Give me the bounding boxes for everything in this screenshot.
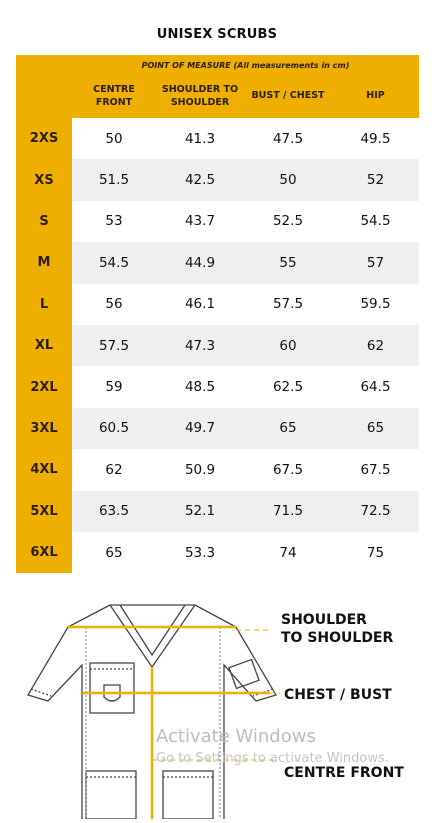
measurement-cell: 59.5 bbox=[360, 296, 391, 313]
size-label: XL bbox=[16, 324, 72, 367]
measurement-cell: 47.5 bbox=[272, 130, 304, 147]
measurement-cell: 50 bbox=[279, 172, 297, 189]
scrub-diagram: SHOULDER TO SHOULDER CHEST / BUST CENTRE… bbox=[0, 575, 448, 820]
measurement-cell: 65 bbox=[105, 544, 123, 561]
measurement-cell: 48.5 bbox=[184, 379, 216, 396]
table-row: L 56 46.1 57.5 59.5 bbox=[16, 283, 419, 325]
measurement-cell: 60 bbox=[279, 337, 297, 354]
measurement-cell: 57.5 bbox=[98, 337, 130, 354]
table-row: M 54.5 44.9 55 57 bbox=[16, 242, 419, 284]
chest-label: CHEST / BUST bbox=[284, 687, 392, 703]
table-row: 3XL 60.5 49.7 65 65 bbox=[16, 407, 419, 450]
measurement-cell: 47.3 bbox=[184, 337, 216, 354]
measurement-cell: 46.1 bbox=[184, 296, 216, 313]
measurement-cell: 52.1 bbox=[184, 503, 216, 520]
table-header: POINT OF MEASURE (All measurements in cm… bbox=[16, 55, 419, 118]
measurement-cell: 51.5 bbox=[98, 172, 130, 189]
size-label: 2XL bbox=[16, 366, 72, 408]
scrub-top-illustration bbox=[27, 604, 280, 820]
table-row: XS 51.5 42.5 50 52 bbox=[16, 159, 419, 201]
measurement-cell: 44.9 bbox=[184, 254, 216, 271]
badge-icon bbox=[103, 684, 121, 702]
shoulder-label: SHOULDER TO SHOULDER bbox=[281, 612, 394, 646]
measurement-cell: 54.5 bbox=[98, 254, 130, 271]
col-header-bust-chest: BUST / CHEST bbox=[251, 90, 325, 101]
col-header-hip: HIP bbox=[366, 90, 385, 101]
measurement-cell: 52 bbox=[366, 172, 385, 189]
scrub-left-side bbox=[27, 604, 111, 819]
table-row: XL 57.5 47.3 60 62 bbox=[16, 324, 419, 367]
size-label: S bbox=[16, 200, 72, 243]
measurement-cell: 50 bbox=[105, 130, 123, 147]
measurement-cell: 75 bbox=[366, 544, 385, 561]
table-row: 5XL 63.5 52.1 71.5 72.5 bbox=[16, 490, 419, 532]
size-label: 4XL bbox=[16, 449, 72, 491]
table-row: 2XS 50 41.3 47.5 49.5 bbox=[16, 118, 419, 160]
table-body: 2XS 50 41.3 47.5 49.5 XS 51.5 42.5 50 52 S 53 43.7 52… bbox=[16, 118, 419, 574]
measurement-cell: 72.5 bbox=[360, 503, 391, 520]
measurement-cell: 55 bbox=[279, 254, 297, 271]
centre-front-label: CENTRE FRONT bbox=[284, 765, 404, 781]
right-lower-pocket bbox=[162, 770, 214, 820]
measurement-cell: 41.3 bbox=[184, 130, 216, 147]
measurement-cell: 62 bbox=[105, 461, 123, 478]
measurement-cell: 52.5 bbox=[272, 213, 304, 230]
measurement-cell: 59 bbox=[105, 379, 123, 396]
measurement-cell: 63.5 bbox=[98, 503, 130, 520]
measurement-cell: 53.3 bbox=[184, 544, 216, 561]
measurement-cell: 74 bbox=[279, 544, 297, 561]
measurement-cell: 67.5 bbox=[272, 461, 304, 478]
measurement-cell: 56 bbox=[105, 296, 123, 313]
measurement-cell: 64.5 bbox=[360, 379, 391, 396]
measurement-cell: 53 bbox=[105, 213, 123, 230]
measurement-cell: 43.7 bbox=[184, 213, 216, 230]
watermark-title: Activate Windows bbox=[156, 726, 316, 747]
measurement-cell: 62.5 bbox=[272, 379, 304, 396]
point-of-measure-header: POINT OF MEASURE (All measurements in cm… bbox=[141, 61, 350, 70]
scrub-neckline bbox=[109, 604, 196, 669]
size-table: POINT OF MEASURE (All measurements in cm… bbox=[16, 55, 419, 574]
chart-title: UNISEX SCRUBS bbox=[156, 27, 278, 42]
size-label: 3XL bbox=[16, 407, 72, 450]
measurement-cell: 54.5 bbox=[360, 213, 391, 230]
measurement-cell: 49.5 bbox=[360, 130, 391, 147]
table-row: 6XL 65 53.3 74 75 bbox=[16, 531, 419, 574]
chest-pocket bbox=[89, 662, 135, 714]
size-label: 2XS bbox=[16, 118, 72, 160]
measurement-cell: 42.5 bbox=[184, 172, 216, 189]
watermark-subtitle: Go to Settings to activate Windows. bbox=[156, 751, 389, 766]
measurement-cell: 57 bbox=[366, 254, 385, 271]
size-label: 6XL bbox=[16, 531, 72, 574]
column-headers: CENTRE FRONT SHOULDER TO SHOULDER BUST / C… bbox=[72, 83, 419, 109]
table-row: 2XL 59 48.5 62.5 64.5 bbox=[16, 366, 419, 408]
measurement-cell: 57.5 bbox=[272, 296, 304, 313]
size-label: M bbox=[16, 242, 72, 284]
table-row: 4XL 62 50.9 67.5 67.5 bbox=[16, 449, 419, 491]
scrub-right-side bbox=[194, 604, 277, 819]
measurement-cell: 67.5 bbox=[360, 461, 391, 478]
size-label: L bbox=[16, 283, 72, 325]
measurement-cell: 50.9 bbox=[184, 461, 216, 478]
size-label: 5XL bbox=[16, 490, 72, 532]
table-row: S 53 43.7 52.5 54.5 bbox=[16, 200, 419, 243]
measurement-cell: 62 bbox=[366, 337, 385, 354]
measurement-cell: 49.7 bbox=[184, 420, 216, 437]
left-lower-pocket bbox=[85, 770, 137, 820]
size-label: XS bbox=[16, 159, 72, 201]
measurement-cell: 60.5 bbox=[98, 420, 130, 437]
measurement-cell: 65 bbox=[279, 420, 297, 437]
measurement-cell: 65 bbox=[366, 420, 385, 437]
measurement-cell: 71.5 bbox=[272, 503, 304, 520]
col-header-shoulder: SHOULDER TO SHOULDER bbox=[161, 84, 239, 108]
col-header-centre-front: CENTRE FRONT bbox=[93, 84, 135, 108]
